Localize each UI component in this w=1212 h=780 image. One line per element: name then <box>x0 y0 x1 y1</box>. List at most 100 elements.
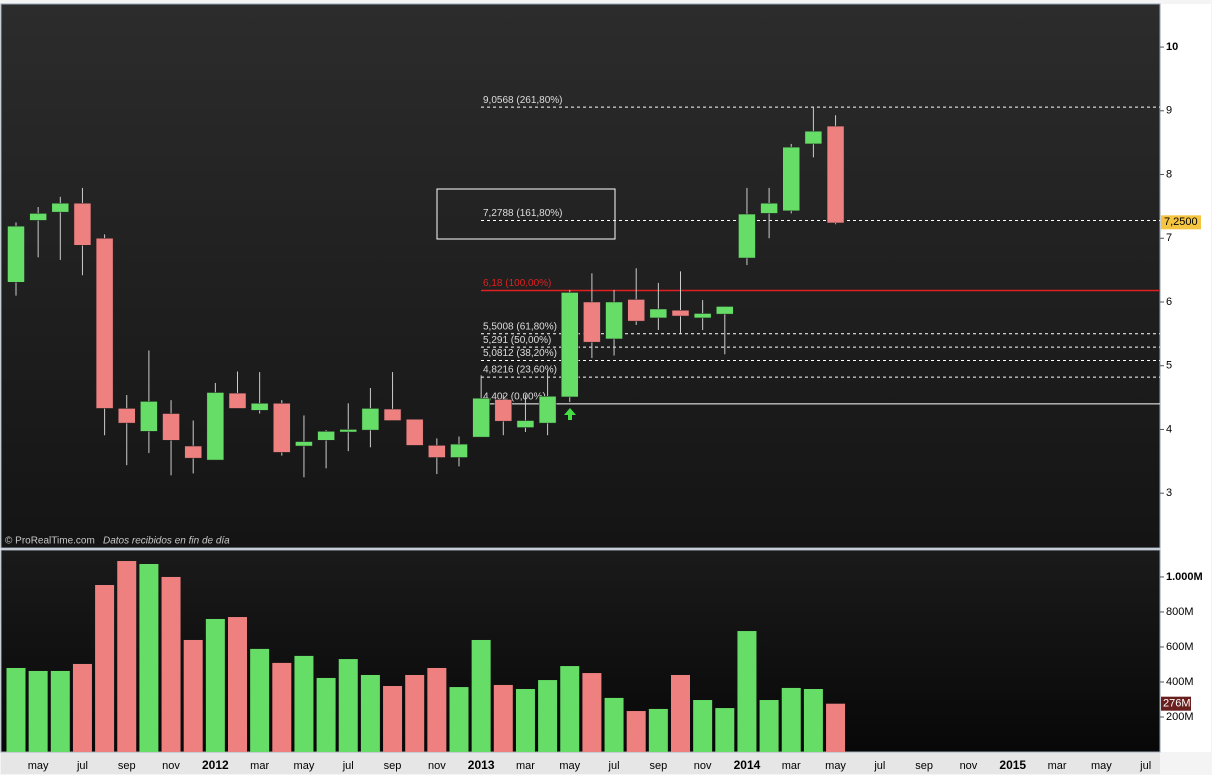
candle-body <box>671 310 690 317</box>
volume-bar <box>737 631 757 752</box>
x-tick-label: may <box>294 760 315 772</box>
x-tick-label: mar <box>516 760 535 772</box>
volume-bar <box>693 700 713 752</box>
candle-body <box>738 213 756 259</box>
fib-label: 6,18 (100,00%) <box>483 278 551 289</box>
y-tick-label: 200M <box>1166 711 1194 723</box>
volume-bar <box>272 662 292 752</box>
candle-body <box>162 413 180 441</box>
volume-bar <box>538 680 558 752</box>
candle-body <box>760 202 778 214</box>
x-tick-label: jul <box>76 760 88 772</box>
candle-body <box>583 301 601 343</box>
x-tick-label: may <box>1091 760 1112 772</box>
volume-bar <box>449 687 469 752</box>
signal-arrow <box>564 408 576 420</box>
volume-bar <box>338 659 358 752</box>
candle-body <box>693 313 712 319</box>
fib-label: 4,8216 (23,60%) <box>483 365 557 376</box>
source: © ProRealTime.com <box>5 536 95 547</box>
volume-bar <box>205 618 225 752</box>
x-tick-label: jul <box>608 760 620 772</box>
last-value-label: 7,2500 <box>1164 216 1198 228</box>
y-tick-label: 7 <box>1166 232 1172 244</box>
candle-body <box>405 419 424 446</box>
x-tick-label: jul <box>1139 760 1151 772</box>
x-tick-label: 2013 <box>468 758 495 772</box>
volume-bar <box>648 708 668 752</box>
candle-body <box>184 445 202 459</box>
x-tick-label: sep <box>649 760 667 772</box>
y-axis-area <box>1161 4 1211 752</box>
y-tick-label: 400M <box>1166 676 1194 688</box>
volume-bar <box>626 711 646 752</box>
candle-body <box>140 401 158 432</box>
x-tick-label: nov <box>162 760 180 772</box>
candle-body <box>605 301 623 340</box>
candle-body <box>273 403 291 453</box>
candle-body <box>428 445 446 458</box>
volume-bar <box>826 703 846 752</box>
x-tick-label: 2015 <box>999 758 1026 772</box>
y-tick-label: 10 <box>1166 41 1178 53</box>
candle-body <box>826 125 845 224</box>
last-value-box <box>1161 215 1201 230</box>
candle-body <box>228 392 247 409</box>
volume-bar <box>803 688 823 752</box>
x-tick-label: mar <box>782 760 801 772</box>
volume-bar <box>427 667 447 752</box>
fib-label: 9,0568 (261,80%) <box>483 95 563 106</box>
candle-body <box>51 202 70 213</box>
x-tick-label: mar <box>1048 760 1067 772</box>
volume-bar <box>383 686 403 752</box>
volume-bar <box>715 708 735 752</box>
volume-bar <box>294 655 314 752</box>
candle-body <box>361 408 380 431</box>
volume-bar <box>671 674 690 752</box>
candle-body <box>649 308 668 319</box>
volume-bar <box>28 670 48 752</box>
x-tick-label: jul <box>342 760 354 772</box>
candle-body <box>206 392 225 461</box>
volume-bar <box>6 667 26 752</box>
candle-body <box>118 408 136 424</box>
fib-label: 5,0812 (38,20%) <box>483 348 557 359</box>
annotation-box <box>436 188 616 240</box>
candle-body <box>383 408 402 421</box>
volume-bar <box>183 639 203 752</box>
y-tick-label: 1.000M <box>1166 571 1203 583</box>
last-value-box <box>1161 696 1191 711</box>
x-tick-label: 2012 <box>202 758 229 772</box>
fib-label: 4,402 (0,00%) <box>483 391 546 402</box>
x-tick-label: may <box>825 760 846 772</box>
volume-bar <box>316 677 336 752</box>
candle-body <box>494 399 513 422</box>
candle-body <box>450 443 468 458</box>
volume-bar <box>72 663 92 752</box>
fib-label: 5,291 (50,00%) <box>483 335 551 346</box>
y-tick-label: 6 <box>1166 296 1172 308</box>
candle-body <box>295 441 313 447</box>
volume-bar <box>360 674 380 752</box>
x-tick-label: sep <box>384 760 402 772</box>
candle-body <box>804 130 823 145</box>
price-panel <box>0 3 1161 549</box>
volume-bar <box>471 639 491 752</box>
fib-label: 7,2788 (161,80%) <box>483 208 563 219</box>
volume-bar <box>405 674 425 752</box>
candle-body <box>73 202 92 246</box>
candle-body <box>317 431 335 441</box>
volume-bar <box>759 700 779 752</box>
candle-body <box>716 306 734 315</box>
volume-bar <box>161 576 181 752</box>
candle-body <box>29 213 47 221</box>
volume-bar <box>117 561 137 752</box>
candle-body <box>782 146 800 212</box>
candle-body <box>538 396 557 424</box>
x-tick-label: may <box>559 760 580 772</box>
x-tick-label: jul <box>873 760 885 772</box>
x-tick-label: may <box>28 760 49 772</box>
volume-bar <box>604 697 624 752</box>
